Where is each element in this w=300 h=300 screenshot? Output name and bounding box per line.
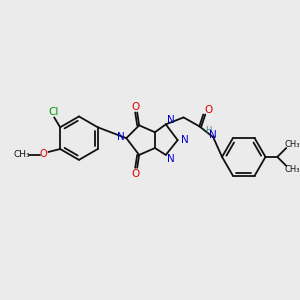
Text: N: N <box>181 135 188 145</box>
Text: O: O <box>131 102 139 112</box>
Text: N: N <box>167 116 175 125</box>
Text: N: N <box>116 132 124 142</box>
Text: Cl: Cl <box>48 106 58 116</box>
Text: O: O <box>40 149 47 159</box>
Text: H: H <box>205 126 212 135</box>
Text: O: O <box>131 169 139 179</box>
Text: CH₃: CH₃ <box>284 140 300 148</box>
Text: CH₃: CH₃ <box>284 165 300 174</box>
Text: N: N <box>209 130 217 140</box>
Text: O: O <box>204 104 212 115</box>
Text: N: N <box>167 154 175 164</box>
Text: CH₃: CH₃ <box>13 150 30 159</box>
